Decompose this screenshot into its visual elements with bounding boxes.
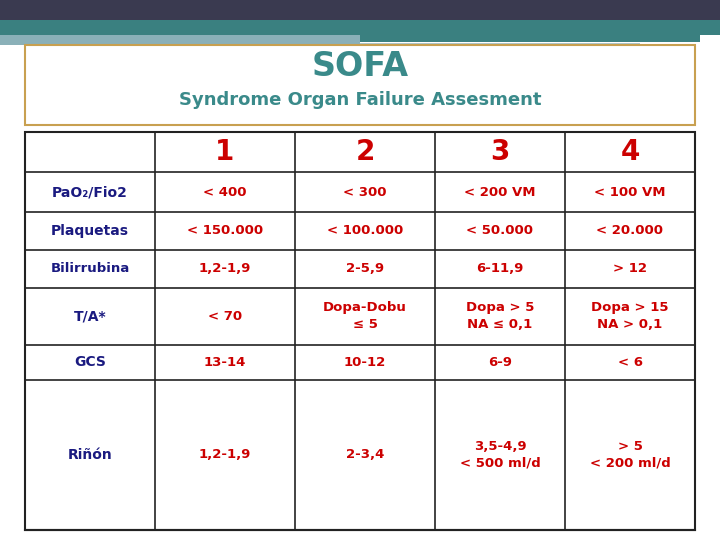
Text: Riñón: Riñón xyxy=(68,448,112,462)
Text: > 5
< 200 ml/d: > 5 < 200 ml/d xyxy=(590,440,670,470)
Bar xyxy=(0,20,720,35)
Text: < 6: < 6 xyxy=(618,356,642,369)
Text: 6-11,9: 6-11,9 xyxy=(477,262,523,275)
Text: Dopa-Dobu
≤ 5: Dopa-Dobu ≤ 5 xyxy=(323,301,407,332)
Bar xyxy=(360,43,640,50)
Text: 1,2-1,9: 1,2-1,9 xyxy=(199,262,251,275)
Text: Bilirrubina: Bilirrubina xyxy=(50,262,130,275)
Text: T/A*: T/A* xyxy=(73,309,107,323)
Text: 1: 1 xyxy=(215,138,235,166)
Text: 2: 2 xyxy=(355,138,374,166)
Text: < 300: < 300 xyxy=(343,186,387,199)
Text: 1,2-1,9: 1,2-1,9 xyxy=(199,449,251,462)
Text: < 150.000: < 150.000 xyxy=(187,225,263,238)
Bar xyxy=(25,45,695,125)
Bar xyxy=(0,35,360,45)
Text: Syndrome Organ Failure Assesment: Syndrome Organ Failure Assesment xyxy=(179,91,541,109)
Bar xyxy=(25,132,695,530)
Text: 13-14: 13-14 xyxy=(204,356,246,369)
Text: 4: 4 xyxy=(621,138,639,166)
Bar xyxy=(360,34,700,42)
Text: < 100.000: < 100.000 xyxy=(327,225,403,238)
Text: Plaquetas: Plaquetas xyxy=(51,224,129,238)
Bar xyxy=(0,0,720,20)
Text: 10-12: 10-12 xyxy=(344,356,386,369)
Text: Dopa > 15
NA > 0,1: Dopa > 15 NA > 0,1 xyxy=(591,301,669,332)
Text: < 200 VM: < 200 VM xyxy=(464,186,536,199)
Text: < 70: < 70 xyxy=(208,310,242,323)
Text: 2-3,4: 2-3,4 xyxy=(346,449,384,462)
Text: 2-5,9: 2-5,9 xyxy=(346,262,384,275)
Bar xyxy=(360,50,580,56)
Text: GCS: GCS xyxy=(74,355,106,369)
Text: 3: 3 xyxy=(490,138,510,166)
Text: < 100 VM: < 100 VM xyxy=(594,186,666,199)
Text: 6-9: 6-9 xyxy=(488,356,512,369)
Text: Dopa > 5
NA ≤ 0,1: Dopa > 5 NA ≤ 0,1 xyxy=(466,301,534,332)
Text: 3,5-4,9
< 500 ml/d: 3,5-4,9 < 500 ml/d xyxy=(459,440,541,470)
Text: < 20.000: < 20.000 xyxy=(596,225,664,238)
Text: > 12: > 12 xyxy=(613,262,647,275)
Text: < 50.000: < 50.000 xyxy=(467,225,534,238)
Text: PaO₂/Fio2: PaO₂/Fio2 xyxy=(52,185,128,199)
Text: < 400: < 400 xyxy=(203,186,247,199)
Text: SOFA: SOFA xyxy=(312,51,408,84)
